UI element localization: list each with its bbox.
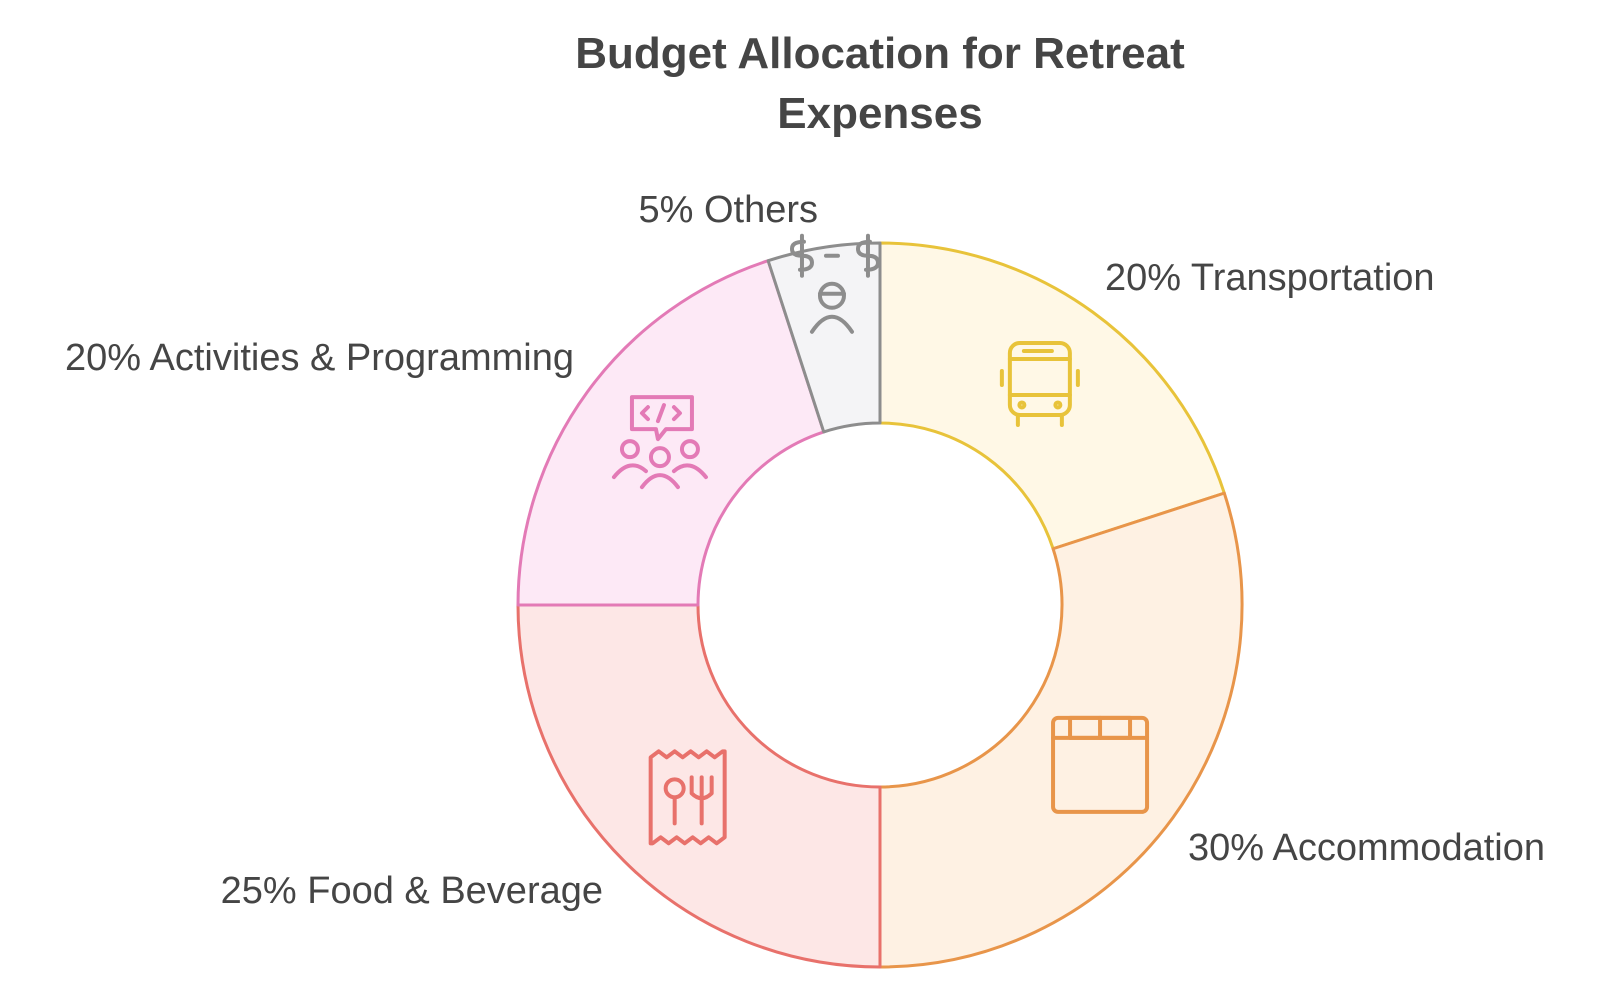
slice-label-others: 5% Others	[638, 189, 818, 231]
chart-title-line-1: Budget Allocation for Retreat	[575, 29, 1185, 78]
slice-food-beverage	[516, 603, 882, 969]
slice-label-accommodation: 30% Accommodation	[1188, 827, 1545, 869]
bed-icon	[1051, 715, 1150, 814]
slice-label-transportation: 20% Transportation	[1105, 257, 1435, 299]
slices-layer	[516, 241, 1244, 969]
bus-icon	[999, 340, 1080, 427]
slice-label-activities-programming: 20% Activities & Programming	[65, 337, 574, 379]
labels-layer: 20% Transportation 30% Accommodation 25% F…	[65, 189, 1545, 912]
group-presentation-icon	[611, 395, 708, 490]
slice-activities-programming	[516, 259, 826, 607]
person-currency-icon	[789, 233, 880, 334]
slice-label-food-beverage: 25% Food & Beverage	[221, 870, 603, 912]
icons-layer	[611, 233, 1150, 846]
slice-accommodation	[878, 491, 1244, 969]
receipt-utensils-icon	[648, 749, 727, 846]
chart-title-line-2: Expenses	[777, 89, 982, 138]
